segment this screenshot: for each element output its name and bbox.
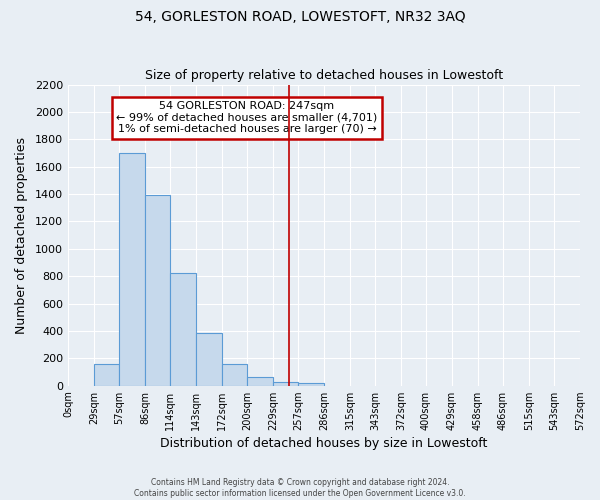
Text: Contains HM Land Registry data © Crown copyright and database right 2024.
Contai: Contains HM Land Registry data © Crown c…	[134, 478, 466, 498]
Bar	[247, 377, 273, 386]
Bar	[170, 274, 196, 386]
Bar	[298, 383, 324, 386]
Bar	[119, 153, 145, 386]
Bar	[196, 333, 222, 386]
Bar	[145, 196, 170, 386]
Text: 54, GORLESTON ROAD, LOWESTOFT, NR32 3AQ: 54, GORLESTON ROAD, LOWESTOFT, NR32 3AQ	[134, 10, 466, 24]
X-axis label: Distribution of detached houses by size in Lowestoft: Distribution of detached houses by size …	[160, 437, 488, 450]
Bar	[222, 364, 247, 386]
Text: 54 GORLESTON ROAD: 247sqm
← 99% of detached houses are smaller (4,701)
1% of sem: 54 GORLESTON ROAD: 247sqm ← 99% of detac…	[116, 101, 377, 134]
Bar	[94, 364, 119, 386]
Title: Size of property relative to detached houses in Lowestoft: Size of property relative to detached ho…	[145, 69, 503, 82]
Bar	[273, 382, 298, 386]
Y-axis label: Number of detached properties: Number of detached properties	[15, 136, 28, 334]
